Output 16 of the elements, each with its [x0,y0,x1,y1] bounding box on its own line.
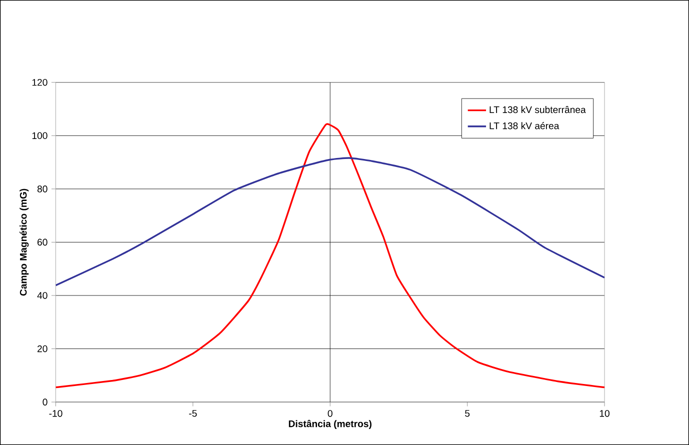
x-tick-label: 5 [465,410,470,417]
y-axis-title: Campo Magnético (mG) [20,188,29,296]
legend-label: LT 138 kV subterrânea [490,106,586,114]
y-tick-label: 0 [42,398,48,406]
y-tick-label: 20 [38,345,48,352]
legend-label: LT 138 kV aérea [490,122,560,130]
y-tick-label: 60 [38,238,48,246]
x-tick-label: 10 [600,410,610,417]
y-tick-label: 80 [37,186,48,192]
y-tick-label: 120 [32,78,48,86]
y-tick-label: 100 [32,132,48,140]
y-tick-label: 40 [37,292,48,299]
x-tick-label: -5 [189,410,197,417]
x-tick-label: 0 [328,410,332,417]
x-axis-title: Distância (metros) [288,420,372,430]
x-tick-label: -10 [49,410,62,417]
